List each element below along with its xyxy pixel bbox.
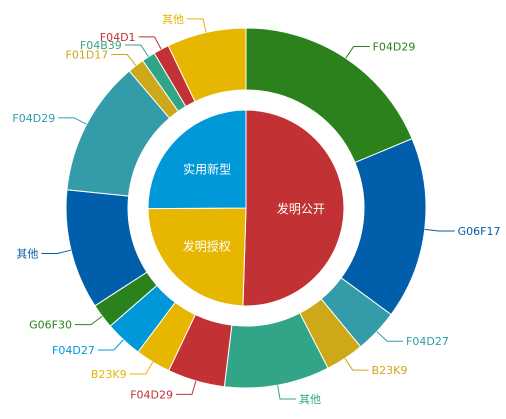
outer-leader-line-6 xyxy=(175,380,197,395)
outer-leader-line-12 xyxy=(111,54,137,66)
outer-label-g06f17-2: G06F17 xyxy=(458,225,501,238)
outer-leader-line-2 xyxy=(424,228,455,232)
outer-label-g06f30-9: G06F30 xyxy=(29,319,72,332)
outer-leader-line-11 xyxy=(58,117,87,125)
outer-label-b23k9-7: B23K9 xyxy=(91,368,127,381)
outer-label-f04d29-6: F04D29 xyxy=(130,388,173,401)
outer-leader-line-15 xyxy=(187,18,207,33)
outer-donut-ring xyxy=(65,27,427,389)
inner-slice-3[interactable] xyxy=(147,109,247,210)
outer-leader-line-5 xyxy=(277,385,297,400)
outer-label-item-10: 其他 xyxy=(16,247,38,260)
outer-label-f04d1-14: F04D1 xyxy=(100,31,136,44)
outer-label-item-15: 其他 xyxy=(162,13,184,26)
outer-label-b23k9-4: B23K9 xyxy=(372,364,408,377)
inner-slice-1[interactable] xyxy=(242,109,345,307)
outer-leader-line-10 xyxy=(41,249,72,254)
outer-leader-line-4 xyxy=(344,358,369,371)
outer-leader-line-8 xyxy=(97,339,124,351)
outer-label-f04d29-1: F04D29 xyxy=(373,41,416,54)
outer-ring-labels: F04D29G06F17F04D27B23K9其他F04D29B23K9F04D… xyxy=(12,13,500,406)
outer-leader-line-13 xyxy=(124,44,149,58)
outer-label-f04d27-8: F04D27 xyxy=(52,344,95,357)
outer-leader-line-7 xyxy=(129,361,154,375)
outer-leader-line-14 xyxy=(138,36,162,50)
inner-pie xyxy=(147,109,345,307)
outer-slice-item-15[interactable] xyxy=(167,27,247,103)
inner-slice-label-3: 实用新型 xyxy=(183,161,231,176)
outer-label-f04d27-3: F04D27 xyxy=(406,335,449,348)
inner-slice-label-1: 发明公开 xyxy=(277,201,325,216)
outer-label-f01d17-12: F01D17 xyxy=(66,49,109,62)
inner-slice-2[interactable] xyxy=(147,207,247,307)
outer-label-f04d29-11: F04D29 xyxy=(12,112,55,125)
inner-slice-label-2: 发明授权 xyxy=(183,238,231,253)
outer-leader-line-3 xyxy=(376,331,404,342)
outer-label-item-5: 其他 xyxy=(299,393,321,406)
outer-leader-line-9 xyxy=(74,315,103,326)
outer-label-f04b39-13: F04B39 xyxy=(80,39,122,52)
outer-leader-line-1 xyxy=(345,46,370,59)
